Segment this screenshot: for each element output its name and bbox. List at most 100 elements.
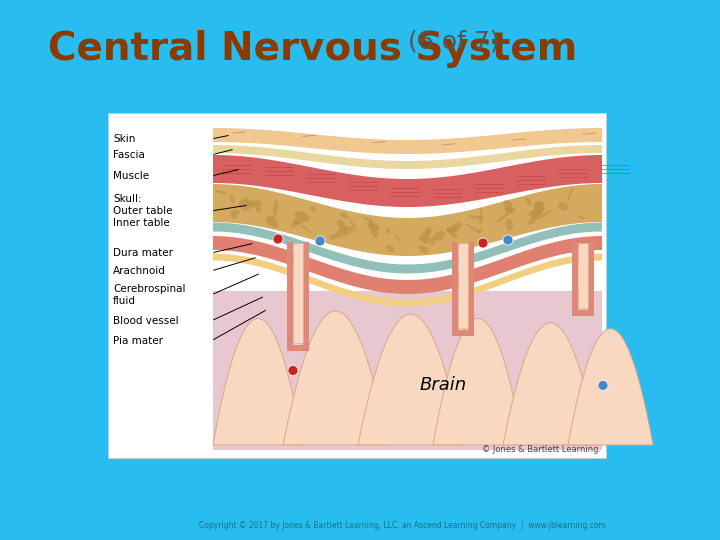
Ellipse shape <box>418 245 428 253</box>
Text: Central Nervous System: Central Nervous System <box>48 30 577 68</box>
Ellipse shape <box>368 222 380 231</box>
Ellipse shape <box>528 212 541 225</box>
Polygon shape <box>287 242 293 345</box>
Polygon shape <box>283 311 388 445</box>
Polygon shape <box>213 128 602 154</box>
Text: Fascia: Fascia <box>113 150 145 160</box>
Text: Copyright © 2017 by Jones & Bartlett Learning, LLC, an Ascend Learning Company  : Copyright © 2017 by Jones & Bartlett Lea… <box>199 522 606 530</box>
Circle shape <box>478 238 488 248</box>
Ellipse shape <box>558 202 568 211</box>
Ellipse shape <box>215 190 226 194</box>
Ellipse shape <box>294 211 302 219</box>
Ellipse shape <box>387 228 390 234</box>
Text: Pia mater: Pia mater <box>113 336 163 346</box>
Ellipse shape <box>235 210 240 214</box>
Ellipse shape <box>369 222 378 238</box>
Ellipse shape <box>534 201 544 210</box>
Polygon shape <box>213 222 602 273</box>
Circle shape <box>503 235 513 245</box>
Ellipse shape <box>329 234 338 240</box>
Ellipse shape <box>266 215 279 228</box>
Circle shape <box>273 234 283 244</box>
Polygon shape <box>433 319 523 445</box>
Ellipse shape <box>539 207 545 213</box>
Ellipse shape <box>369 219 372 228</box>
Ellipse shape <box>425 227 432 234</box>
Ellipse shape <box>419 231 431 241</box>
Polygon shape <box>458 243 468 328</box>
Ellipse shape <box>238 198 248 207</box>
Polygon shape <box>468 242 474 330</box>
Polygon shape <box>213 184 602 256</box>
Ellipse shape <box>505 219 513 231</box>
Ellipse shape <box>254 200 262 208</box>
Polygon shape <box>588 242 594 310</box>
Ellipse shape <box>230 195 235 203</box>
Polygon shape <box>213 236 602 294</box>
Text: (6 of 7): (6 of 7) <box>400 30 500 54</box>
Ellipse shape <box>340 212 349 218</box>
Ellipse shape <box>446 226 459 233</box>
Ellipse shape <box>256 207 261 212</box>
Ellipse shape <box>468 215 485 220</box>
Ellipse shape <box>423 235 430 244</box>
Ellipse shape <box>231 210 237 219</box>
Ellipse shape <box>577 215 585 219</box>
Polygon shape <box>452 242 458 330</box>
Ellipse shape <box>301 225 311 233</box>
Text: Arachnoid: Arachnoid <box>113 266 166 276</box>
Ellipse shape <box>525 198 532 206</box>
Ellipse shape <box>477 229 482 233</box>
Ellipse shape <box>496 212 510 222</box>
Text: Skin: Skin <box>113 134 135 144</box>
Polygon shape <box>572 242 578 310</box>
Polygon shape <box>213 155 602 207</box>
Ellipse shape <box>505 208 514 214</box>
Polygon shape <box>303 242 309 345</box>
Text: © Jones & Bartlett Learning.: © Jones & Bartlett Learning. <box>482 445 601 454</box>
Ellipse shape <box>528 209 542 218</box>
Ellipse shape <box>446 228 458 239</box>
Polygon shape <box>503 323 598 445</box>
Ellipse shape <box>293 219 298 225</box>
Polygon shape <box>578 243 588 308</box>
Ellipse shape <box>310 206 316 211</box>
Polygon shape <box>213 319 303 445</box>
Circle shape <box>288 366 298 375</box>
Ellipse shape <box>395 235 401 242</box>
Polygon shape <box>572 310 594 316</box>
Polygon shape <box>358 314 463 445</box>
Ellipse shape <box>245 200 255 206</box>
Ellipse shape <box>242 200 257 211</box>
Ellipse shape <box>291 217 306 227</box>
Ellipse shape <box>532 206 538 216</box>
Ellipse shape <box>467 224 480 233</box>
Ellipse shape <box>450 222 462 232</box>
Ellipse shape <box>363 217 373 224</box>
Text: Skull:
Outer table
Inner table: Skull: Outer table Inner table <box>113 194 173 228</box>
Ellipse shape <box>433 231 446 241</box>
Circle shape <box>315 236 325 246</box>
Ellipse shape <box>336 226 354 237</box>
Ellipse shape <box>386 245 395 253</box>
Ellipse shape <box>534 201 544 211</box>
Ellipse shape <box>269 214 276 222</box>
Polygon shape <box>568 329 653 445</box>
Ellipse shape <box>503 200 513 210</box>
Text: Muscle: Muscle <box>113 171 149 181</box>
Ellipse shape <box>567 187 573 202</box>
Ellipse shape <box>430 237 435 246</box>
Ellipse shape <box>350 219 356 231</box>
Ellipse shape <box>337 220 347 233</box>
Ellipse shape <box>273 199 278 215</box>
Text: Blood vessel: Blood vessel <box>113 316 179 326</box>
Circle shape <box>598 380 608 390</box>
Ellipse shape <box>537 210 552 220</box>
Ellipse shape <box>480 208 482 225</box>
Polygon shape <box>452 330 474 336</box>
Text: Cerebrospinal
fluid: Cerebrospinal fluid <box>113 284 186 306</box>
Bar <box>108 113 606 458</box>
Polygon shape <box>213 145 602 169</box>
Ellipse shape <box>504 207 516 212</box>
Polygon shape <box>293 243 303 343</box>
